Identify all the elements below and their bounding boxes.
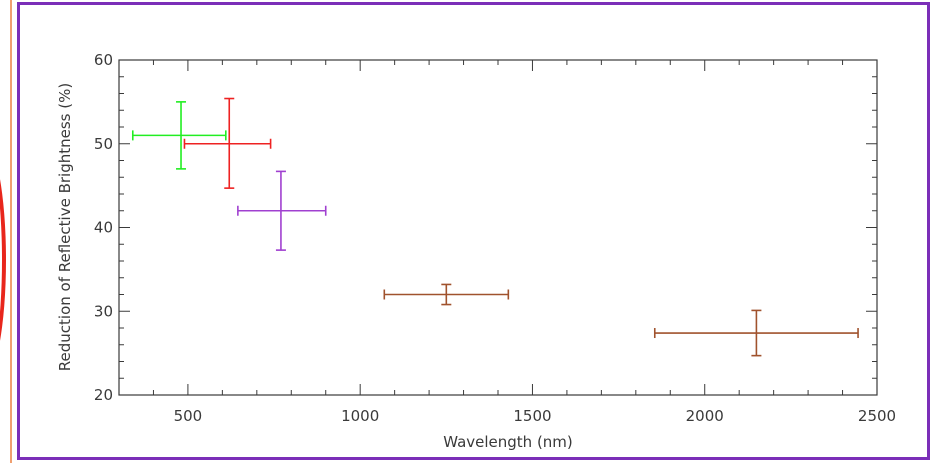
left-panel-border — [10, 0, 12, 463]
x-tick-label: 500 — [174, 407, 203, 425]
x-axis-label: Wavelength (nm) — [443, 433, 573, 451]
error-bar-point — [383, 283, 510, 306]
y-tick-label: 50 — [94, 135, 113, 153]
y-tick-label: 20 — [94, 386, 113, 404]
x-tick-label: 1000 — [341, 407, 379, 425]
error-bar-point — [653, 309, 859, 357]
axes-group — [118, 59, 878, 396]
error-bar-point — [131, 101, 227, 170]
error-bar-point — [183, 97, 272, 189]
ticks-group: 500 1000 1500 2000 2500 20 30 40 50 60 — [94, 51, 896, 425]
left-panel-fragment — [0, 0, 12, 463]
x-tick-label: 2500 — [858, 407, 896, 425]
chart-frame: 500 1000 1500 2000 2500 20 30 40 50 60 Wavelength… — [17, 2, 930, 460]
y-axis-label: Reduction of Reflective Brightness (%) — [56, 83, 74, 371]
y-tick-label: 60 — [94, 51, 113, 69]
x-tick-label: 2000 — [686, 407, 724, 425]
error-bar-chart: 500 1000 1500 2000 2500 20 30 40 50 60 Wavelength… — [56, 51, 896, 451]
left-panel-red-arc — [0, 140, 6, 380]
y-tick-label: 40 — [94, 219, 113, 237]
y-tick-label: 30 — [94, 302, 113, 320]
data-marks-group — [131, 97, 859, 357]
x-tick-label: 1500 — [513, 407, 551, 425]
error-bar-point — [237, 170, 327, 251]
plot-area-border — [118, 59, 878, 396]
